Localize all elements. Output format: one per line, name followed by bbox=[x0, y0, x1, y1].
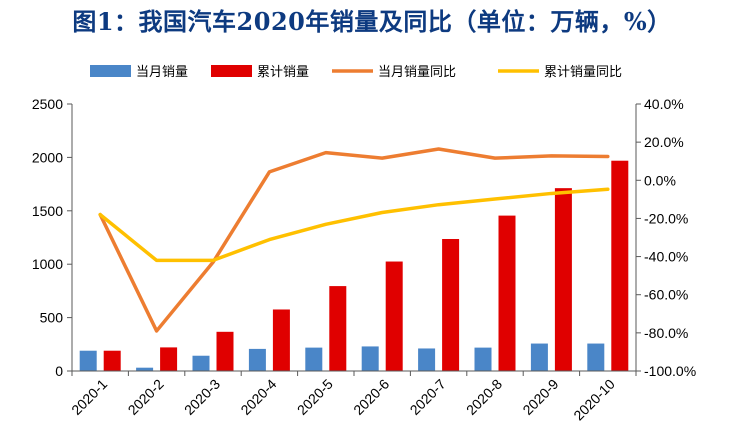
monthly-sales-bar bbox=[248, 348, 266, 371]
left-axis-tick-label: 1500 bbox=[32, 203, 63, 219]
x-axis-tick-label: 2020-5 bbox=[294, 376, 336, 418]
legend-label: 当月销量 bbox=[136, 64, 188, 79]
right-axis-tick-label: 20.0% bbox=[644, 134, 684, 150]
x-axis: 2020-1 2020-2 2020-3 2020-4 2020-5 2020-6 2020… bbox=[68, 370, 637, 424]
right-axis-tick-label: -20.0% bbox=[644, 210, 688, 226]
monthly-sales-bar bbox=[474, 347, 492, 371]
right-axis-tick-label: 0.0% bbox=[644, 172, 676, 188]
monthly-yoy-line bbox=[98, 147, 610, 333]
x-axis-tick-label: 2020-9 bbox=[519, 376, 561, 418]
right-axis-tick-label: -60.0% bbox=[644, 287, 688, 303]
left-axis-tick-label: 2500 bbox=[32, 96, 63, 112]
monthly-sales-bar bbox=[305, 347, 323, 371]
cumulative-sales-bar bbox=[611, 160, 629, 371]
x-axis-tick-label: 2020-10 bbox=[570, 376, 618, 424]
cumulative-sales-bar bbox=[160, 347, 178, 371]
right-y-axis: -100.0% -80.0% -60.0% -40.0% -20.0% 0.0% 20.0%… bbox=[635, 96, 696, 379]
legend-label: 累计销量 bbox=[257, 64, 309, 79]
left-axis-tick-label: 2000 bbox=[32, 149, 63, 165]
x-axis-tick-label: 2020-2 bbox=[125, 376, 167, 418]
right-axis-tick-label: -40.0% bbox=[644, 249, 688, 265]
cumulative-sales-bar bbox=[272, 309, 290, 371]
right-axis-tick-label: -80.0% bbox=[644, 325, 688, 341]
x-axis-tick-label: 2020-8 bbox=[463, 376, 505, 418]
x-axis-tick-label: 2020-7 bbox=[407, 376, 449, 418]
line-series bbox=[98, 147, 610, 333]
left-axis-tick-label: 500 bbox=[40, 310, 64, 326]
left-y-axis: 0 500 1000 1500 2000 2500 bbox=[32, 96, 73, 379]
x-axis-tick-label: 2020-1 bbox=[68, 376, 110, 418]
cumulative-sales-bar bbox=[442, 238, 460, 371]
right-axis-tick-label: -100.0% bbox=[644, 363, 696, 379]
legend-monthly-sales: 当月销量 bbox=[90, 64, 188, 79]
x-axis-tick-label: 2020-4 bbox=[237, 376, 279, 418]
cumulative-yoy-line bbox=[98, 187, 610, 263]
left-axis-tick-label: 0 bbox=[55, 363, 63, 379]
legend-label: 累计销量同比 bbox=[544, 64, 622, 79]
left-axis-tick-label: 1000 bbox=[32, 256, 63, 272]
cumulative-sales-bar bbox=[329, 286, 347, 371]
legend-label: 当月销量同比 bbox=[378, 64, 456, 79]
monthly-sales-bar bbox=[418, 348, 436, 371]
monthly-sales-bar bbox=[136, 367, 154, 371]
chart-title: 图1：我国汽车2020年销量及同比（单位：万辆，%） bbox=[72, 7, 672, 36]
legend-swatch bbox=[90, 65, 131, 77]
legend-swatch bbox=[211, 65, 252, 77]
monthly-sales-bar bbox=[587, 343, 605, 371]
monthly-sales-bar bbox=[530, 343, 548, 371]
cumulative-sales-bar bbox=[216, 331, 234, 371]
x-axis-tick-label: 2020-3 bbox=[181, 376, 223, 418]
legend-cumulative-yoy: 累计销量同比 bbox=[498, 64, 622, 79]
cumulative-sales-bar bbox=[554, 188, 572, 371]
monthly-sales-bar bbox=[192, 355, 210, 371]
legend-cumulative-sales: 累计销量 bbox=[211, 64, 309, 79]
cumulative-sales-bar bbox=[385, 261, 403, 371]
bar-series bbox=[79, 160, 629, 371]
right-axis-tick-label: 40.0% bbox=[644, 96, 684, 112]
legend-monthly-yoy: 当月销量同比 bbox=[332, 64, 456, 79]
cumulative-sales-bar bbox=[498, 215, 516, 371]
cumulative-sales-bar bbox=[103, 350, 121, 371]
x-axis-tick-label: 2020-6 bbox=[350, 376, 392, 418]
legend: 当月销量 累计销量 当月销量同比 累计销量同比 bbox=[90, 64, 622, 79]
monthly-sales-bar bbox=[361, 346, 379, 371]
monthly-sales-bar bbox=[79, 350, 97, 371]
